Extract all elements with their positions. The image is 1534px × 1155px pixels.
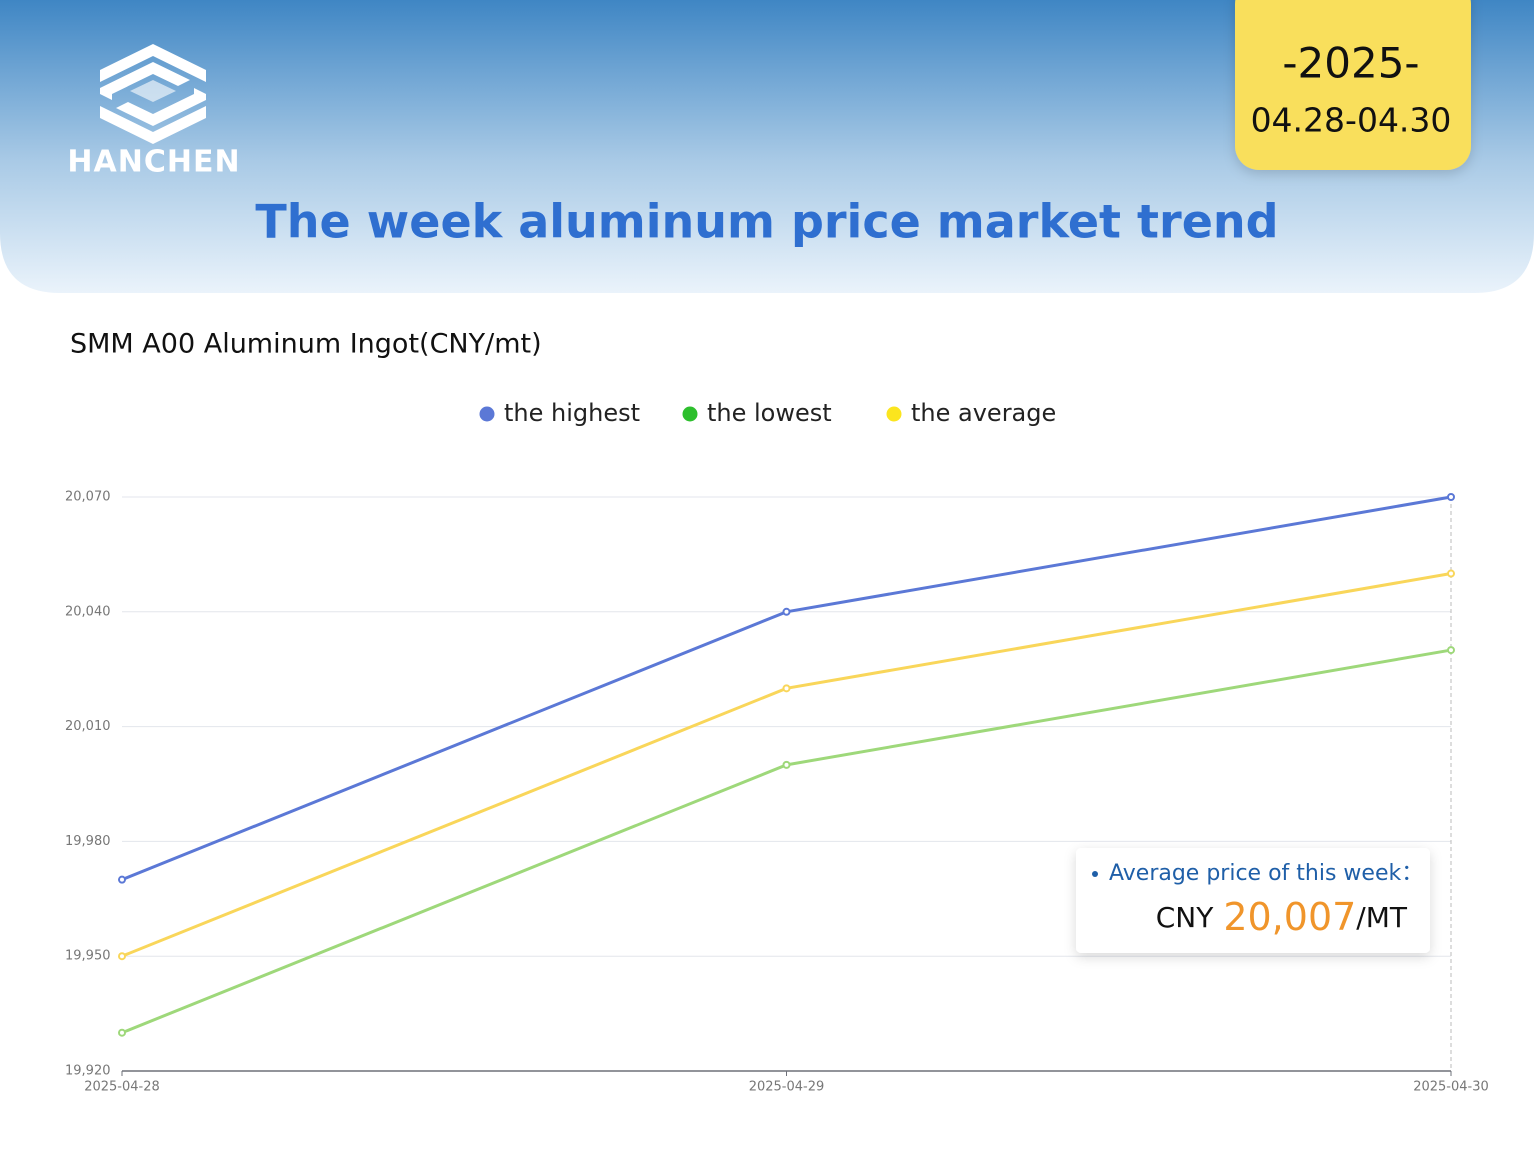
legend-label: the highest (504, 399, 640, 427)
y-tick-label: 19,920 (65, 1064, 111, 1079)
data-point (1447, 646, 1455, 655)
data-point (1447, 569, 1455, 578)
legend-swatch (886, 406, 902, 422)
legend-label: the average (911, 399, 1056, 427)
legend-swatch (479, 406, 495, 422)
header-bg (0, 0, 1534, 293)
x-tick-label: 2025-04-30 (1413, 1080, 1489, 1095)
callout-bullet (1092, 871, 1098, 877)
legend-item: the average (886, 399, 1056, 427)
y-tick-label: 20,040 (65, 604, 111, 619)
y-tick-label: 20,010 (65, 719, 111, 734)
data-point (782, 684, 791, 693)
x-tick-label: 2025-04-28 (84, 1080, 160, 1095)
x-tick-label: 2025-04-29 (749, 1080, 825, 1095)
data-point (118, 952, 126, 961)
callout-value: CNY 20,007/MT (1156, 895, 1408, 939)
callout-box (1076, 848, 1430, 953)
page-title: The week aluminum price market trend (255, 195, 1278, 249)
callout-number: 20,007 (1223, 895, 1356, 939)
chart-title: SMM A00 Aluminum Ingot(CNY/mt) (70, 329, 542, 360)
data-point (118, 875, 126, 884)
callout-prefix: CNY (1156, 901, 1214, 934)
y-tick-label: 19,980 (65, 834, 111, 849)
callout-label: Average price of this week： (1109, 861, 1423, 886)
date-badge (1235, 0, 1471, 170)
y-tick-label: 20,070 (65, 490, 111, 505)
legend-item: the highest (479, 399, 640, 427)
badge-range: 04.28-04.30 (1251, 101, 1452, 140)
brand: HANCHEN (67, 145, 240, 180)
data-point (1447, 493, 1455, 501)
legend-swatch (682, 406, 698, 422)
callout: Average price of this week： CNY 20,007/MT (1076, 848, 1430, 953)
data-point (118, 1028, 126, 1037)
logo (100, 44, 206, 144)
legend-label: the lowest (707, 399, 832, 427)
legend-item: the lowest (682, 399, 832, 427)
badge-year: -2025- (1282, 39, 1419, 88)
plot: 19,920 19,950 19,980 20,010 20,040 20,070 2025… (65, 490, 1489, 1095)
callout-unit: /MT (1356, 901, 1408, 934)
y-tick-label: 19,950 (65, 949, 111, 964)
data-point (782, 760, 791, 769)
data-point (782, 607, 791, 616)
